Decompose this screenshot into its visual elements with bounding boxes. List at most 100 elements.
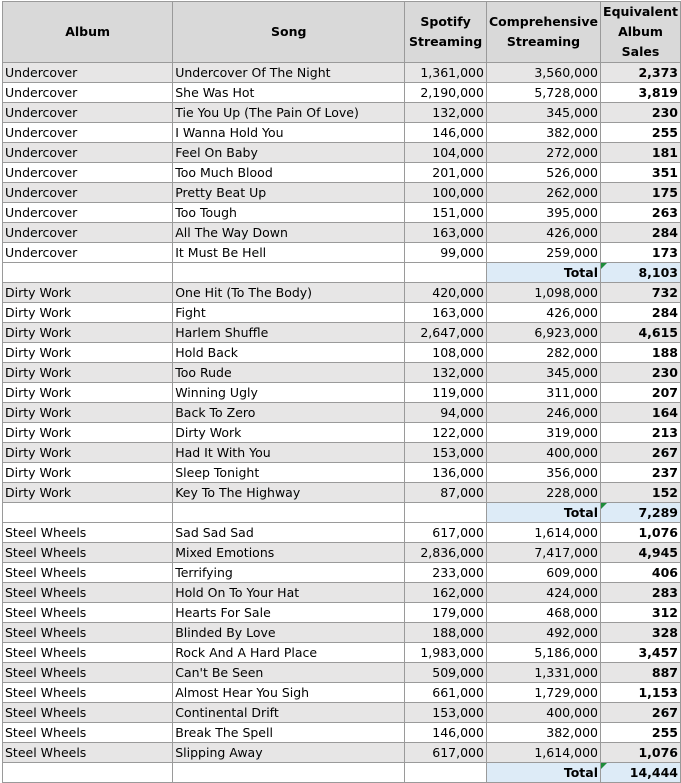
comprehensive-streaming-cell[interactable]: 1,331,000 (485, 662, 601, 683)
album-cell[interactable]: Steel Wheels (1, 522, 174, 543)
song-cell[interactable]: Continental Drift (172, 702, 406, 723)
comprehensive-streaming-cell[interactable]: 259,000 (485, 242, 601, 263)
comprehensive-streaming-cell[interactable]: 1,614,000 (485, 522, 601, 543)
spotify-streaming-cell[interactable]: 132,000 (404, 102, 487, 123)
spotify-streaming-cell[interactable]: 94,000 (404, 402, 487, 423)
equivalent-album-sales-cell[interactable]: 152 (599, 482, 681, 503)
comprehensive-streaming-cell[interactable]: 400,000 (485, 442, 601, 463)
equivalent-album-sales-cell[interactable]: 2,373 (599, 62, 681, 83)
empty-cell[interactable] (172, 762, 406, 783)
equivalent-album-sales-cell[interactable]: 1,153 (599, 682, 681, 703)
album-cell[interactable]: Undercover (1, 242, 174, 263)
total-label[interactable]: Total (485, 262, 601, 283)
equivalent-album-sales-cell[interactable]: 263 (599, 202, 681, 223)
total-value[interactable]: 8,103 (599, 262, 681, 283)
comprehensive-streaming-cell[interactable]: 1,729,000 (485, 682, 601, 703)
spotify-streaming-cell[interactable]: 119,000 (404, 382, 487, 403)
spotify-streaming-cell[interactable]: 151,000 (404, 202, 487, 223)
empty-cell[interactable] (1, 502, 174, 523)
equivalent-album-sales-cell[interactable]: 267 (599, 702, 681, 723)
album-cell[interactable]: Steel Wheels (1, 702, 174, 723)
album-cell[interactable]: Undercover (1, 102, 174, 123)
song-cell[interactable]: Slipping Away (172, 742, 406, 763)
song-cell[interactable]: Sleep Tonight (172, 462, 406, 483)
spotify-streaming-cell[interactable]: 122,000 (404, 422, 487, 443)
song-cell[interactable]: Key To The Highway (172, 482, 406, 503)
song-cell[interactable]: Hearts For Sale (172, 602, 406, 623)
comprehensive-streaming-cell[interactable]: 1,098,000 (485, 282, 601, 303)
spotify-streaming-cell[interactable]: 132,000 (404, 362, 487, 383)
comprehensive-streaming-cell[interactable]: 272,000 (485, 142, 601, 163)
song-cell[interactable]: One Hit (To The Body) (172, 282, 406, 303)
empty-cell[interactable] (404, 502, 487, 523)
equivalent-album-sales-cell[interactable]: 181 (599, 142, 681, 163)
album-cell[interactable]: Steel Wheels (1, 642, 174, 663)
equivalent-album-sales-cell[interactable]: 267 (599, 442, 681, 463)
equivalent-album-sales-cell[interactable]: 312 (599, 602, 681, 623)
album-cell[interactable]: Dirty Work (1, 402, 174, 423)
album-cell[interactable]: Dirty Work (1, 442, 174, 463)
empty-cell[interactable] (172, 502, 406, 523)
comprehensive-streaming-cell[interactable]: 246,000 (485, 402, 601, 423)
header-spotify-streaming[interactable]: Spotify Streaming (404, 1, 487, 63)
total-label[interactable]: Total (485, 762, 601, 783)
comprehensive-streaming-cell[interactable]: 426,000 (485, 222, 601, 243)
equivalent-album-sales-cell[interactable]: 351 (599, 162, 681, 183)
comprehensive-streaming-cell[interactable]: 609,000 (485, 562, 601, 583)
total-value[interactable]: 14,444 (599, 762, 681, 783)
album-cell[interactable]: Steel Wheels (1, 582, 174, 603)
comprehensive-streaming-cell[interactable]: 424,000 (485, 582, 601, 603)
comprehensive-streaming-cell[interactable]: 228,000 (485, 482, 601, 503)
song-cell[interactable]: Too Much Blood (172, 162, 406, 183)
song-cell[interactable]: She Was Hot (172, 82, 406, 103)
song-cell[interactable]: All The Way Down (172, 222, 406, 243)
album-cell[interactable]: Dirty Work (1, 422, 174, 443)
equivalent-album-sales-cell[interactable]: 188 (599, 342, 681, 363)
album-cell[interactable]: Dirty Work (1, 382, 174, 403)
header-comprehensive-streaming[interactable]: Comprehensive Streaming (485, 1, 601, 63)
spotify-streaming-cell[interactable]: 163,000 (404, 302, 487, 323)
equivalent-album-sales-cell[interactable]: 3,819 (599, 82, 681, 103)
equivalent-album-sales-cell[interactable]: 1,076 (599, 522, 681, 543)
comprehensive-streaming-cell[interactable]: 382,000 (485, 122, 601, 143)
comprehensive-streaming-cell[interactable]: 6,923,000 (485, 322, 601, 343)
spotify-streaming-cell[interactable]: 99,000 (404, 242, 487, 263)
equivalent-album-sales-cell[interactable]: 255 (599, 122, 681, 143)
album-cell[interactable]: Dirty Work (1, 302, 174, 323)
song-cell[interactable]: Blinded By Love (172, 622, 406, 643)
header-song[interactable]: Song (172, 1, 406, 63)
song-cell[interactable]: It Must Be Hell (172, 242, 406, 263)
equivalent-album-sales-cell[interactable]: 3,457 (599, 642, 681, 663)
spotify-streaming-cell[interactable]: 146,000 (404, 122, 487, 143)
comprehensive-streaming-cell[interactable]: 3,560,000 (485, 62, 601, 83)
song-cell[interactable]: Too Rude (172, 362, 406, 383)
album-cell[interactable]: Undercover (1, 82, 174, 103)
album-cell[interactable]: Undercover (1, 222, 174, 243)
spotify-streaming-cell[interactable]: 617,000 (404, 742, 487, 763)
album-cell[interactable]: Steel Wheels (1, 722, 174, 743)
song-cell[interactable]: Had It With You (172, 442, 406, 463)
song-cell[interactable]: Pretty Beat Up (172, 182, 406, 203)
song-cell[interactable]: Feel On Baby (172, 142, 406, 163)
song-cell[interactable]: Tie You Up (The Pain Of Love) (172, 102, 406, 123)
empty-cell[interactable] (404, 762, 487, 783)
song-cell[interactable]: Hold On To Your Hat (172, 582, 406, 603)
total-label[interactable]: Total (485, 502, 601, 523)
comprehensive-streaming-cell[interactable]: 526,000 (485, 162, 601, 183)
album-cell[interactable]: Undercover (1, 122, 174, 143)
album-cell[interactable]: Dirty Work (1, 342, 174, 363)
comprehensive-streaming-cell[interactable]: 400,000 (485, 702, 601, 723)
spotify-streaming-cell[interactable]: 2,190,000 (404, 82, 487, 103)
spotify-streaming-cell[interactable]: 179,000 (404, 602, 487, 623)
spotify-streaming-cell[interactable]: 153,000 (404, 702, 487, 723)
album-cell[interactable]: Dirty Work (1, 462, 174, 483)
empty-cell[interactable] (404, 262, 487, 283)
album-cell[interactable]: Dirty Work (1, 482, 174, 503)
spotify-streaming-cell[interactable]: 2,647,000 (404, 322, 487, 343)
song-cell[interactable]: Winning Ugly (172, 382, 406, 403)
album-cell[interactable]: Undercover (1, 142, 174, 163)
total-value[interactable]: 7,289 (599, 502, 681, 523)
song-cell[interactable]: Mixed Emotions (172, 542, 406, 563)
song-cell[interactable]: Harlem Shuffle (172, 322, 406, 343)
spotify-streaming-cell[interactable]: 233,000 (404, 562, 487, 583)
